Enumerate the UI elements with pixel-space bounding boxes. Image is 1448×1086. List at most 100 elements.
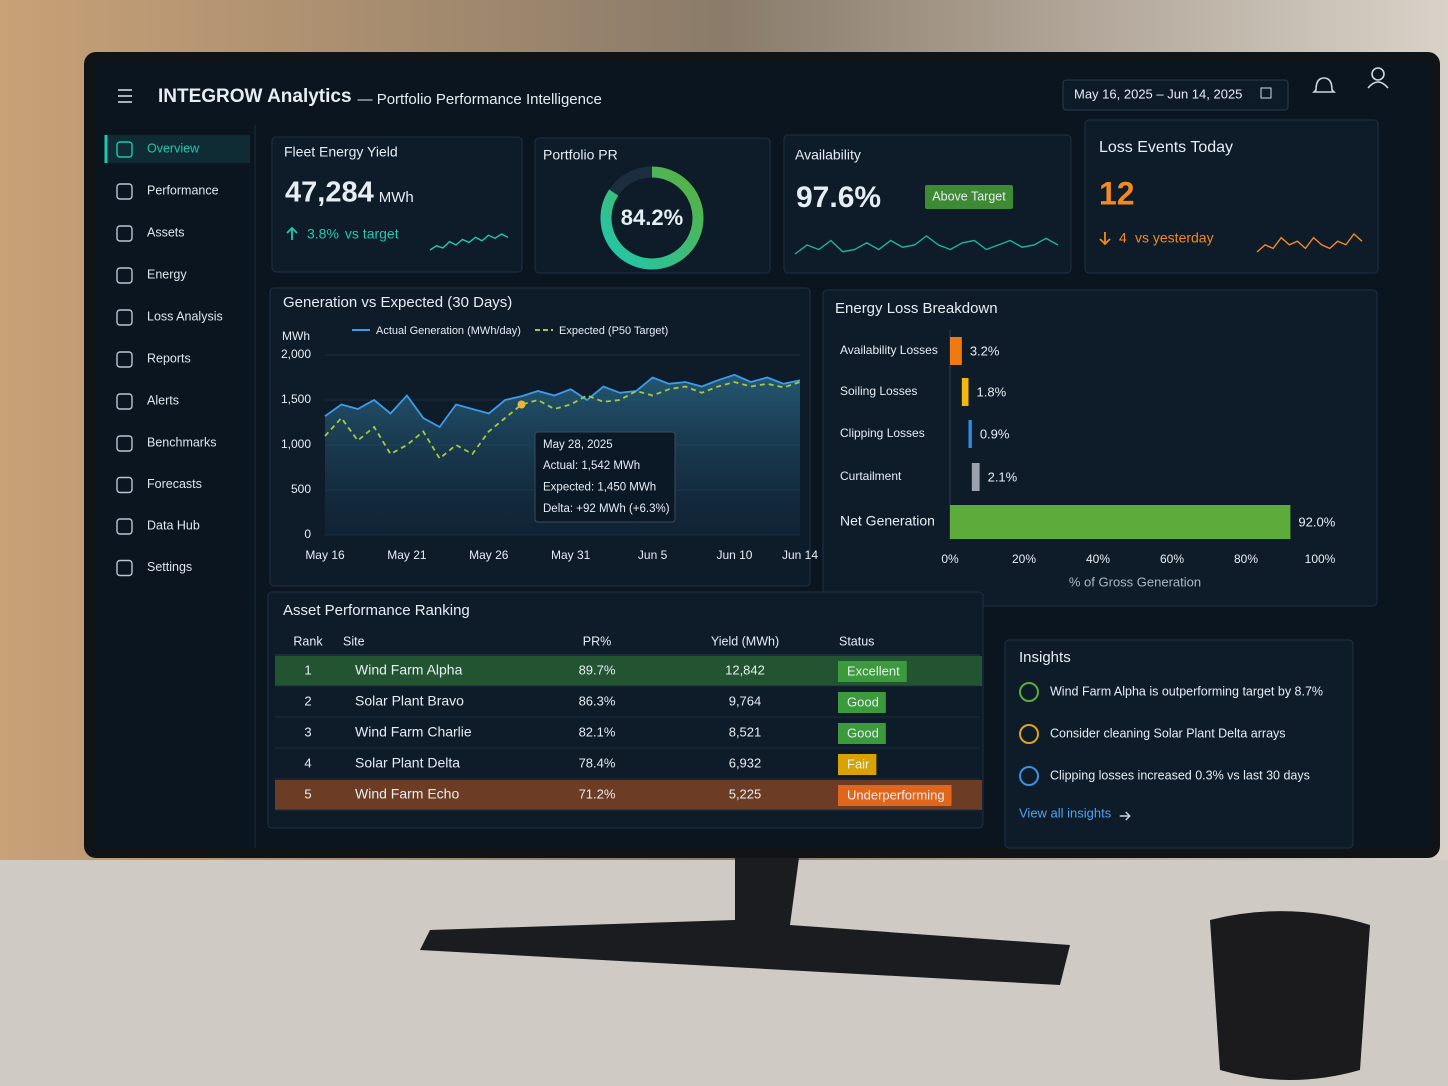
- nav-icon[interactable]: [116, 435, 133, 452]
- calendar-icon[interactable]: [1260, 87, 1272, 99]
- down-arrow: [1099, 232, 1111, 246]
- value-label: 92.0%: [1298, 514, 1335, 529]
- nav-icon[interactable]: [116, 309, 133, 326]
- insight-text: Consider cleaning Solar Plant Delta arra…: [1050, 726, 1286, 740]
- tooltip: [534, 431, 676, 523]
- card: [1004, 639, 1354, 849]
- table-cell: 71.2%: [579, 786, 616, 801]
- insight-text: Clipping losses increased 0.3% vs last 3…: [1050, 768, 1310, 782]
- mug: [1210, 911, 1370, 1080]
- nav-icon[interactable]: [116, 351, 133, 368]
- gauge-arc: [600, 166, 704, 270]
- kpi-title: Fleet Energy Yield: [284, 144, 398, 160]
- category-label: Soiling Losses: [840, 384, 917, 398]
- nav-item[interactable]: Benchmarks: [147, 435, 216, 449]
- table-cell: Wind Farm Charlie: [355, 724, 472, 740]
- series-line: [324, 373, 801, 429]
- series-line: [324, 381, 801, 460]
- kpi-title: Loss Events Today: [1099, 139, 1233, 156]
- column-header: PR%: [583, 634, 611, 648]
- nav-item[interactable]: Settings: [147, 560, 192, 574]
- nav-icon[interactable]: [116, 183, 133, 200]
- bar: [950, 505, 1291, 539]
- table-cell: 12,842: [725, 662, 765, 677]
- nav-icon[interactable]: [116, 225, 133, 242]
- nav-item[interactable]: Performance: [147, 183, 219, 197]
- notification-bell[interactable]: [1312, 77, 1336, 93]
- nav-item[interactable]: Loss Analysis: [147, 309, 223, 323]
- tooltip-line: Expected: 1,450 MWh: [543, 482, 656, 494]
- category-label: Curtailment: [840, 469, 902, 483]
- monitor-stand: [420, 850, 1070, 985]
- status-badge: [838, 754, 877, 775]
- table-cell: 89.7%: [579, 662, 616, 677]
- insights-link[interactable]: View all insights: [1019, 805, 1112, 820]
- nav-icon[interactable]: [116, 141, 133, 158]
- kpi-delta-label: vs target: [345, 226, 399, 242]
- table-title: Asset Performance Ranking: [283, 602, 470, 619]
- y-axis-label: MWh: [282, 329, 310, 343]
- nav-icon[interactable]: [116, 518, 133, 535]
- nav-item[interactable]: Forecasts: [147, 477, 202, 491]
- card: [267, 591, 984, 829]
- status-label: Excellent: [847, 663, 900, 678]
- user-icon[interactable]: [1371, 67, 1385, 81]
- value-label: 3.2%: [970, 343, 1000, 358]
- nav-item[interactable]: Assets: [147, 225, 185, 239]
- card: [534, 137, 771, 274]
- nav-item[interactable]: Reports: [147, 351, 191, 365]
- insight-icon: [1019, 682, 1039, 702]
- value-label: 1.8%: [977, 384, 1007, 399]
- bar: [961, 378, 969, 406]
- status-label: Underperforming: [847, 787, 945, 802]
- legend-label: Expected (P50 Target): [559, 325, 668, 337]
- nav-icon[interactable]: [116, 267, 133, 284]
- nav-item[interactable]: Data Hub: [147, 518, 200, 532]
- kpi-value: 12: [1099, 175, 1135, 211]
- x-tick-label: May 16: [305, 548, 345, 562]
- sparkline: [794, 235, 1059, 255]
- gauge-label: 84.2%: [621, 205, 683, 230]
- tooltip-line: Delta: +92 MWh (+6.3%): [543, 503, 670, 515]
- table-cell: 4: [304, 755, 311, 770]
- nav-icon[interactable]: [116, 393, 133, 410]
- value-label: 0.9%: [980, 426, 1010, 441]
- table-cell: 6,932: [729, 755, 762, 770]
- card: [1084, 119, 1379, 274]
- nav-icon[interactable]: [116, 559, 133, 577]
- link-arrow[interactable]: [1119, 811, 1131, 821]
- table-cell: 3: [304, 724, 311, 739]
- insight-icon: [1019, 766, 1039, 786]
- status-label: Fair: [847, 756, 870, 771]
- user-icon-body[interactable]: [1367, 81, 1389, 89]
- nav-item[interactable]: Alerts: [147, 393, 179, 407]
- date-range-picker[interactable]: [1062, 79, 1289, 111]
- kpi-title: Portfolio PR: [543, 147, 618, 163]
- app-subtitle: — Portfolio Performance Intelligence: [358, 91, 602, 108]
- x-tick-label: 100%: [1305, 552, 1336, 566]
- nav-item[interactable]: Energy: [147, 267, 187, 281]
- status-badge: [838, 723, 886, 744]
- x-tick-label: 0%: [941, 552, 959, 566]
- table-cell: Solar Plant Bravo: [355, 693, 464, 709]
- table-cell: 2: [304, 693, 311, 708]
- x-tick-label: May 26: [469, 548, 509, 562]
- column-header: Rank: [293, 634, 323, 648]
- category-label: Clipping Losses: [840, 426, 925, 440]
- bar: [968, 420, 972, 448]
- app-title: INTEGROW Analytics: [158, 86, 352, 107]
- column-header: Yield (MWh): [711, 634, 779, 648]
- category-label: Net Generation: [840, 513, 935, 529]
- status-label: Good: [847, 694, 879, 709]
- column-header: Site: [343, 634, 365, 648]
- insight-icon: [1019, 724, 1039, 744]
- tooltip-marker: [517, 400, 526, 409]
- chart-title: Energy Loss Breakdown: [835, 300, 998, 317]
- tooltip-title: May 28, 2025: [543, 439, 613, 451]
- table-cell: 5: [304, 786, 311, 801]
- nav-icon[interactable]: [116, 476, 133, 494]
- y-tick-label: 2,000: [281, 347, 311, 361]
- nav-item[interactable]: Overview: [147, 141, 200, 155]
- table-cell: 8,521: [729, 724, 762, 739]
